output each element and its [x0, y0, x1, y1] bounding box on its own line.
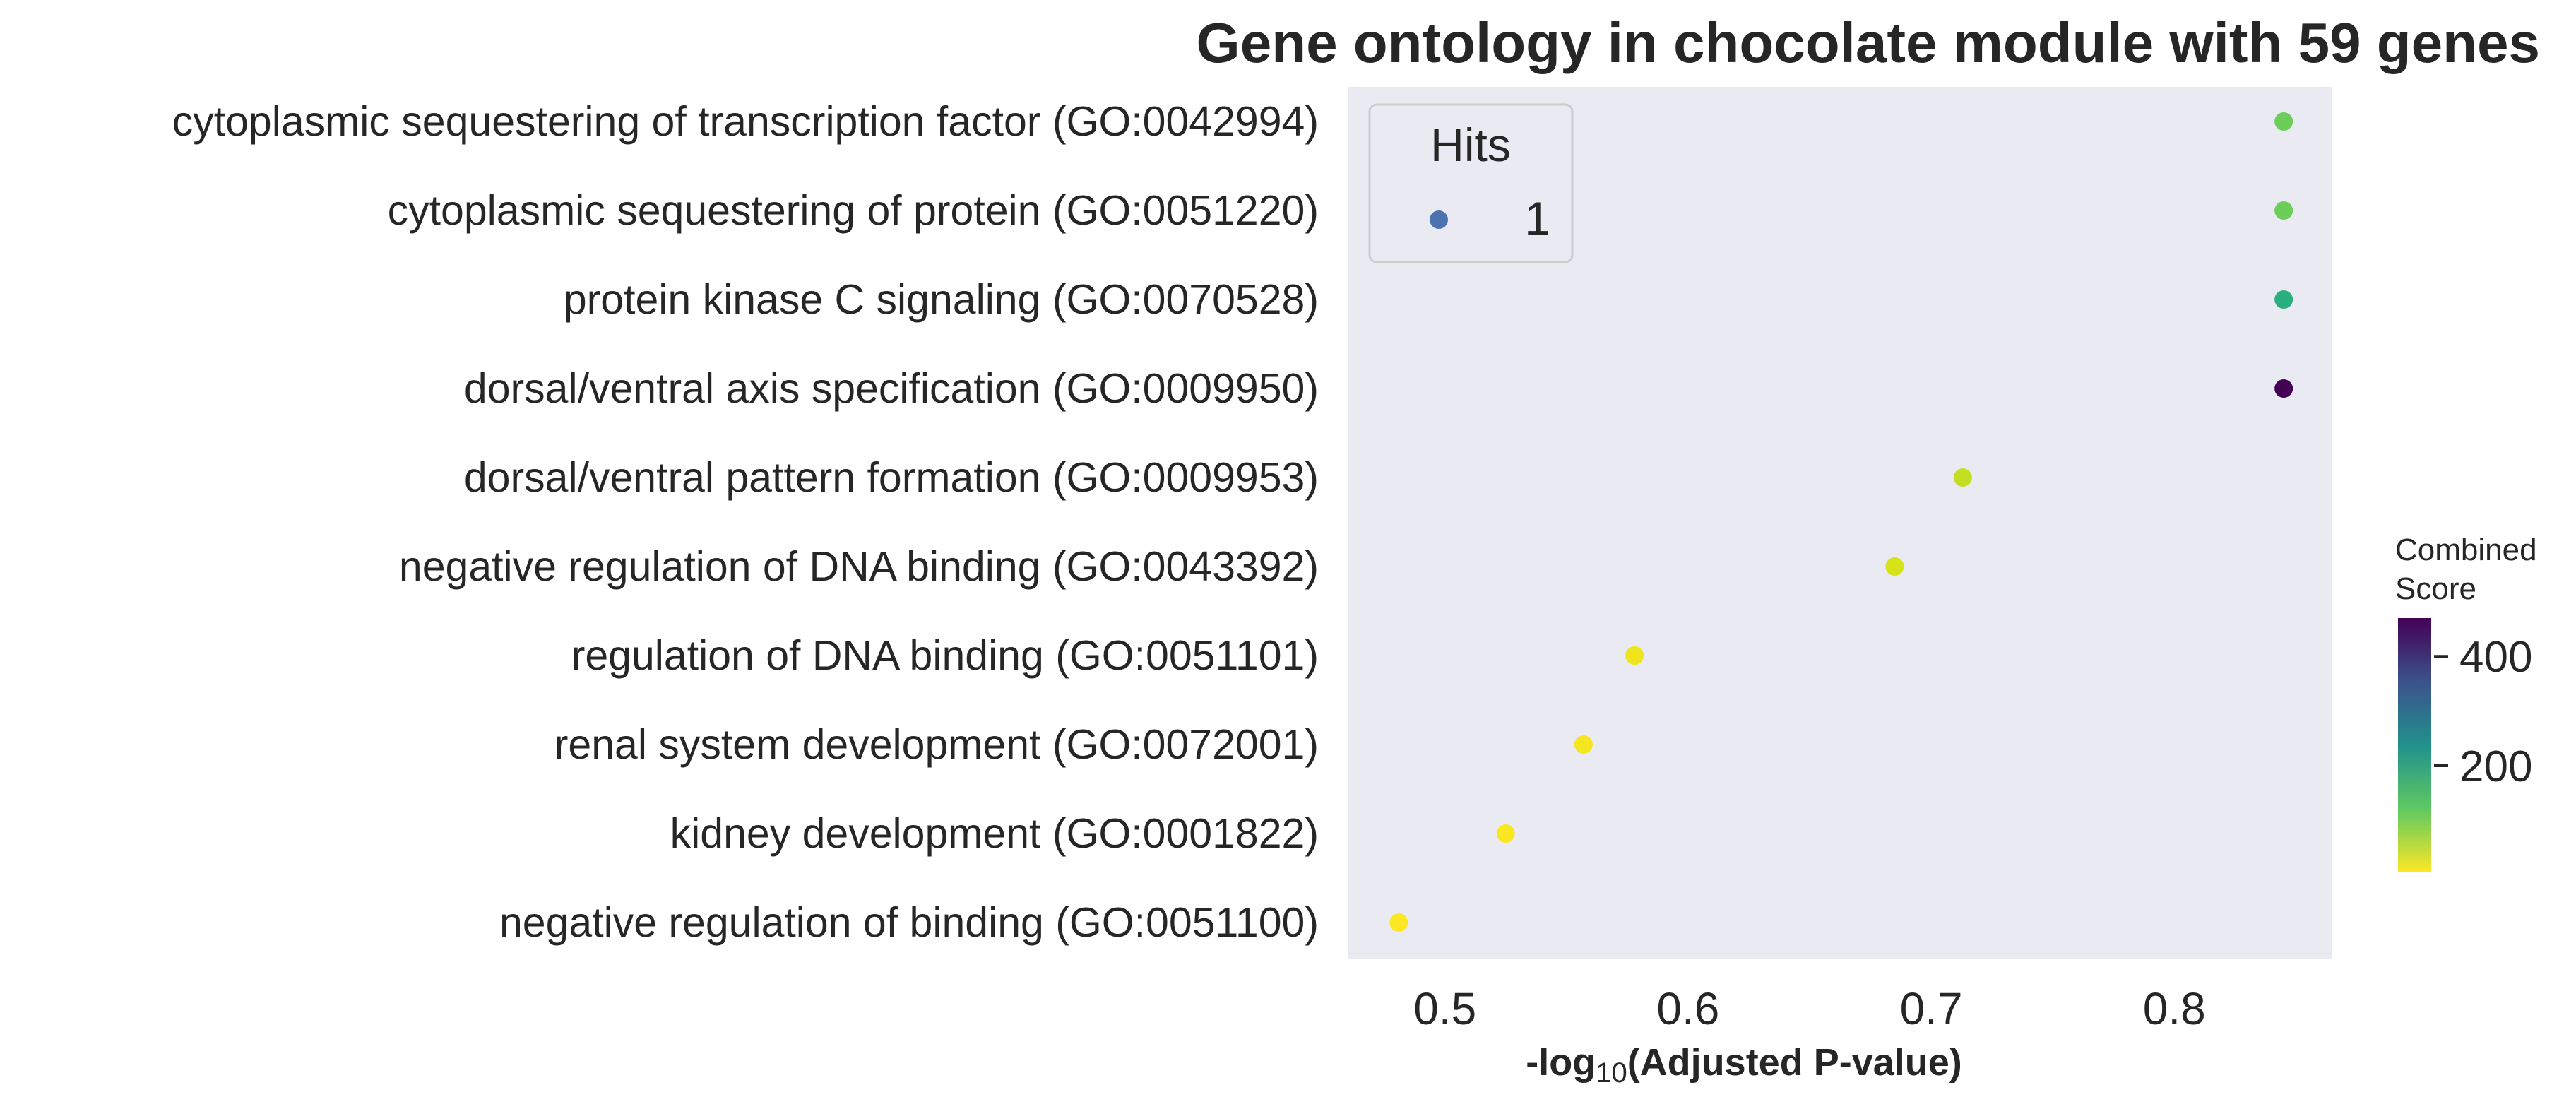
x-tick-label: 0.5: [1413, 983, 1476, 1034]
x-axis-label-subscript: 10: [1596, 1057, 1627, 1089]
x-axis-label-main: -log: [1526, 1041, 1596, 1084]
data-point: [1953, 468, 1972, 487]
colorbar-ticks: 400 200: [2434, 633, 2532, 791]
data-points: [1389, 112, 2293, 932]
legend-box: [1368, 103, 1574, 263]
y-axis-labels: cytoplasmic sequestering of transcriptio…: [172, 98, 1319, 946]
colorbar-title-line1: Combined: [2395, 533, 2537, 567]
y-tick-label: cytoplasmic sequestering of protein (GO:…: [388, 187, 1319, 234]
data-point: [1625, 646, 1644, 665]
legend: Hits 1: [1368, 103, 1574, 263]
data-point: [1574, 735, 1593, 754]
legend-title: Hits: [1430, 119, 1511, 171]
x-tick-label: 0.6: [1656, 983, 1719, 1034]
data-point: [2274, 379, 2293, 398]
y-tick-label: kidney development (GO:0001822): [670, 810, 1319, 857]
y-tick-label: renal system development (GO:0072001): [554, 721, 1319, 768]
colorbar-tick-label: 400: [2459, 633, 2532, 682]
chart-title: Gene ontology in chocolate module with 5…: [1197, 11, 2541, 74]
x-tick-label: 0.7: [1900, 983, 1963, 1034]
legend-marker: [1430, 210, 1448, 229]
y-tick-label: cytoplasmic sequestering of transcriptio…: [172, 98, 1319, 145]
colorbar-title-line2: Score: [2395, 571, 2476, 606]
x-axis-label: -log10(Adjusted P-value): [1526, 1041, 1962, 1089]
x-tick-label: 0.8: [2143, 983, 2206, 1034]
x-axis-label-rest: (Adjusted P-value): [1627, 1041, 1962, 1084]
y-tick-label: negative regulation of binding (GO:00511…: [499, 899, 1319, 946]
colorbar: Combined Score 400 200: [2395, 533, 2537, 872]
colorbar-gradient: [2398, 618, 2431, 872]
y-tick-label: regulation of DNA binding (GO:0051101): [571, 632, 1319, 679]
data-point: [1496, 824, 1515, 843]
data-point: [2274, 201, 2293, 220]
y-tick-label: protein kinase C signaling (GO:0070528): [564, 276, 1319, 323]
x-axis-ticks: 0.5 0.6 0.7 0.8: [1413, 983, 2206, 1034]
legend-label: 1: [1524, 192, 1550, 244]
data-point: [2274, 112, 2293, 131]
y-tick-label: negative regulation of DNA binding (GO:0…: [399, 543, 1319, 590]
y-tick-label: dorsal/ventral pattern formation (GO:000…: [464, 454, 1319, 501]
data-point: [2274, 290, 2293, 309]
data-point: [1885, 557, 1904, 576]
colorbar-tick-label: 200: [2459, 742, 2532, 791]
data-point: [1389, 913, 1408, 932]
y-tick-label: dorsal/ventral axis specification (GO:00…: [464, 365, 1319, 412]
